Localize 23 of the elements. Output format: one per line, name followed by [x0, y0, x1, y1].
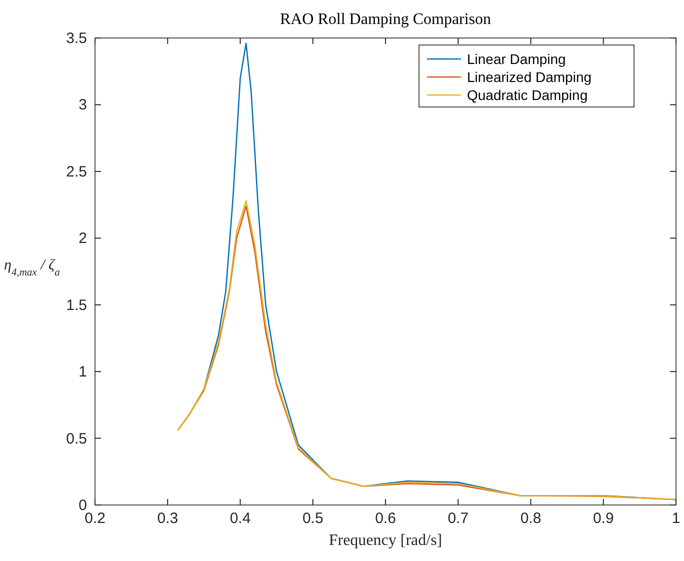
x-tick-label: 0.4 [230, 510, 251, 527]
x-tick-label: 0.8 [520, 510, 542, 527]
y-tick-label: 2.5 [66, 163, 87, 180]
chart-title: RAO Roll Damping Comparison [280, 11, 492, 28]
x-tick-label: 1 [672, 510, 680, 527]
x-tick-label: 0.5 [302, 510, 324, 527]
x-tick-label: 0.3 [157, 510, 178, 527]
y-axis-title: η$_{4,max}$ / ζ$_{a}$ [4, 258, 60, 278]
y-tick-label: 1.5 [66, 296, 87, 314]
y-tick-label: 2 [78, 230, 87, 248]
x-tick-label: 0.6 [375, 510, 396, 527]
y-tick-label: 0 [78, 497, 87, 514]
x-tick-label: 0.7 [448, 510, 469, 527]
legend-label: Linear Damping [467, 51, 566, 67]
legend-label: Linearized Damping [467, 69, 592, 85]
y-tick-label: 3 [78, 96, 87, 114]
x-tick-label: 0.2 [84, 510, 106, 527]
y-tick-label: 1 [78, 364, 87, 381]
x-axis-title: Frequency [rad/s] [328, 532, 442, 549]
legend-label: Quadratic Damping [467, 87, 588, 103]
x-tick-label: 0.9 [592, 510, 614, 527]
y-tick-label: 0.5 [66, 430, 87, 448]
y-tick-label: 3.5 [66, 30, 87, 47]
